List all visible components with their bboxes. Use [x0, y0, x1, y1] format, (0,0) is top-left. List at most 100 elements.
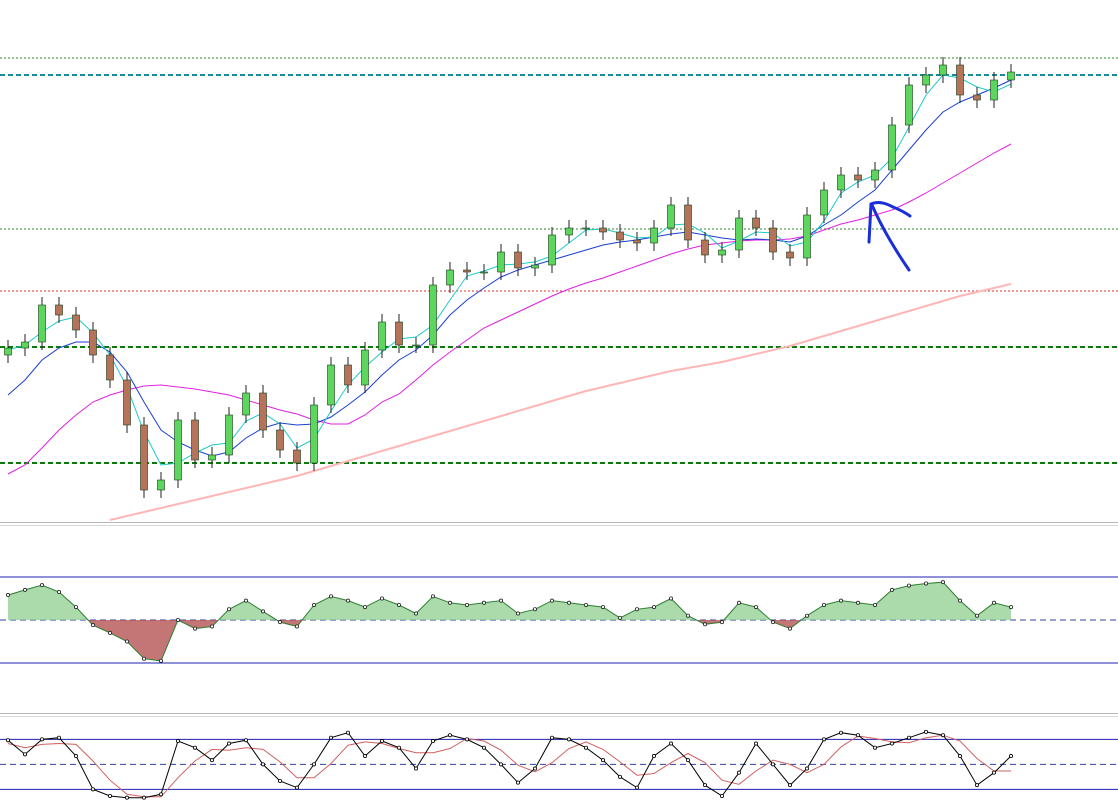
candle-body — [191, 419, 199, 461]
oscillator-point — [413, 611, 418, 616]
stochastic-point — [754, 741, 759, 746]
candle-body — [871, 169, 879, 181]
oscillator-point — [652, 605, 657, 610]
candle-body — [633, 239, 641, 244]
oscillator-point — [6, 593, 11, 598]
stochastic-point — [890, 741, 895, 746]
candle-body — [565, 227, 573, 236]
stochastic-point — [618, 774, 623, 779]
oscillator-point — [907, 583, 912, 588]
candle-body — [412, 344, 420, 347]
stochastic-point — [277, 779, 282, 784]
stochastic-point — [226, 741, 231, 746]
stochastic-point — [635, 785, 640, 790]
oscillator-point — [396, 602, 401, 607]
stochastic-point — [788, 783, 793, 788]
oscillator-point — [243, 598, 248, 603]
stochastic-point — [40, 737, 45, 742]
candle-body — [514, 251, 522, 269]
candle-body — [548, 234, 556, 266]
candle-body — [990, 79, 998, 101]
oscillator-point — [992, 600, 997, 605]
candle-body — [123, 379, 131, 426]
stochastic-point — [533, 766, 538, 771]
candle-body — [4, 347, 12, 356]
candle-body — [242, 392, 250, 416]
oscillator-point — [941, 580, 946, 585]
oscillator-point — [430, 594, 435, 599]
stochastic-point — [498, 762, 503, 767]
stochastic-point — [91, 787, 96, 792]
stochastic-point — [345, 730, 350, 735]
candle-body — [854, 174, 862, 181]
stochastic-point — [430, 739, 435, 744]
oscillator-point — [975, 613, 980, 618]
stochastic-point — [924, 729, 929, 734]
stochastic-point — [243, 738, 248, 743]
candle-body — [956, 64, 964, 96]
stochastic-point — [260, 762, 265, 767]
candle-body — [582, 227, 590, 230]
stochastic-point — [686, 758, 691, 763]
oscillator-point — [277, 620, 282, 625]
oscillator-point — [601, 605, 606, 610]
stochastic-point — [6, 738, 11, 743]
positive-area — [8, 582, 1011, 620]
stochastic-point — [413, 766, 418, 771]
candle-body — [701, 239, 709, 256]
oscillator-point — [618, 615, 623, 620]
stochastic-point — [125, 795, 130, 800]
stochastic-point — [907, 735, 912, 740]
stochastic-point — [362, 754, 367, 759]
oscillator-point — [260, 609, 265, 614]
stochastic-point — [311, 762, 316, 767]
stochastic-point — [720, 794, 725, 799]
candle-body — [344, 364, 352, 386]
oscillator-point — [209, 624, 214, 629]
oscillator-point — [464, 602, 469, 607]
stochastic-point — [379, 739, 384, 744]
candle-body — [531, 264, 539, 269]
candle-body — [327, 364, 335, 406]
candle-body — [480, 271, 488, 274]
oscillator-point — [924, 581, 929, 586]
oscillator-point — [328, 594, 333, 599]
stochastic-point — [158, 792, 163, 797]
candle-body — [922, 74, 930, 86]
stochastic-point — [822, 737, 827, 742]
stochastic-point — [57, 735, 62, 740]
candle-body — [140, 424, 148, 491]
moving-average — [109, 283, 1012, 521]
stochastic-point — [856, 733, 861, 738]
stochastic-point — [584, 745, 589, 750]
oscillator-point — [345, 598, 350, 603]
stochastic-point — [74, 754, 79, 759]
stochastic-point — [447, 733, 452, 738]
oscillator-point — [635, 607, 640, 612]
candle-body — [293, 449, 301, 464]
oscillator-point — [311, 602, 316, 607]
oscillator-point — [686, 613, 691, 618]
candle-body — [786, 251, 794, 259]
stochastic-point — [941, 733, 946, 738]
candle-body — [208, 454, 216, 461]
oscillator-point — [703, 622, 708, 627]
stochastic-point — [992, 770, 997, 775]
candle-body — [769, 227, 777, 253]
candle-body — [718, 249, 726, 256]
oscillator-point — [379, 596, 384, 601]
oscillator-point — [754, 605, 759, 610]
oscillator-point — [890, 587, 895, 592]
oscillator-point — [669, 596, 674, 601]
oscillator-point — [108, 630, 113, 635]
stochastic-point — [175, 739, 180, 744]
oscillator-point — [74, 605, 79, 610]
stochastic-point — [396, 745, 401, 750]
candle-body — [905, 84, 913, 126]
stochastic-point — [873, 745, 878, 750]
candle-body — [225, 414, 233, 456]
candle-body — [820, 189, 828, 216]
oscillator-point — [57, 590, 62, 595]
candle-body — [89, 329, 97, 356]
candle-body — [599, 227, 607, 233]
